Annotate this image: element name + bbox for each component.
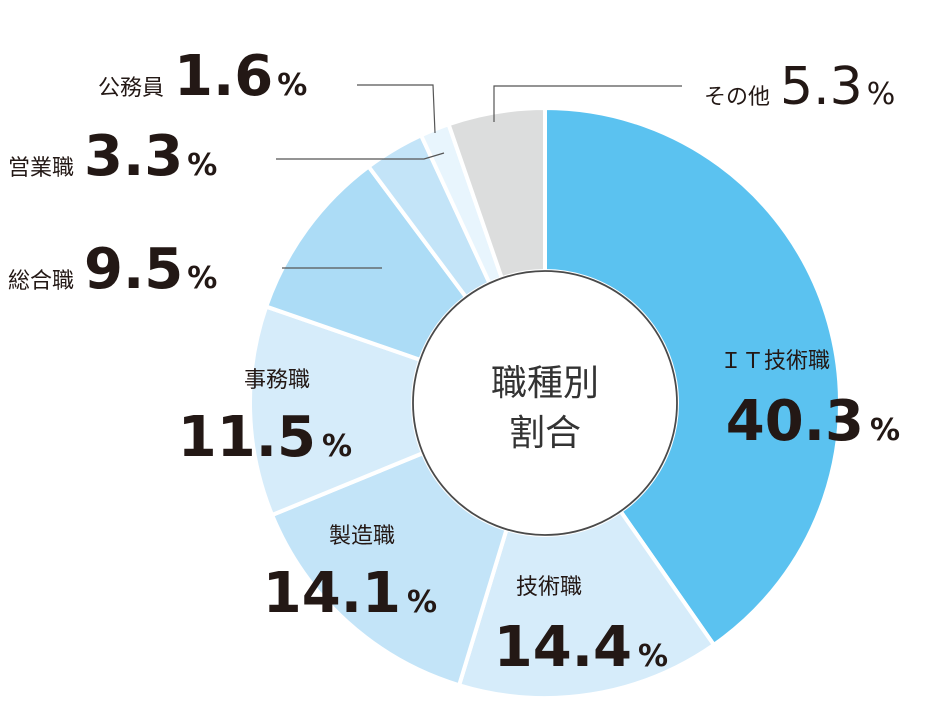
slice-label-1: 技術職	[516, 575, 582, 600]
leader-line-5	[276, 152, 445, 160]
leader-line-7	[493, 85, 682, 122]
slice-label-3: 事務職	[244, 368, 310, 393]
slice-labels: ＩＴ技術職 40.3 % 技術職 14.4 % 製造職 14.1 % 事務職 11.5 % 総合職 9.5…	[8, 44, 900, 680]
slice-label-7: その他 5.3%	[704, 57, 895, 117]
slice-value-2: 14.1%	[263, 561, 437, 626]
slice-value-3: 11.5%	[178, 405, 352, 470]
slice-label-2: 製造職	[329, 524, 395, 549]
center-title-line-0: 職種別	[491, 363, 599, 404]
slice-value-1: 14.4%	[494, 615, 668, 680]
slice-label-0: ＩＴ技術職	[720, 349, 830, 374]
donut-center-hole	[412, 270, 678, 536]
slice-label-4: 総合職 9.5%	[8, 237, 217, 302]
donut-slices	[248, 106, 842, 700]
center-title-line-1: 割合	[509, 413, 581, 454]
slice-label-6: 公務員 1.6%	[98, 44, 307, 109]
slice-value-0: 40.3%	[726, 389, 900, 454]
slice-label-5: 営業職 3.3%	[8, 124, 217, 189]
leader-line-6	[357, 84, 436, 134]
